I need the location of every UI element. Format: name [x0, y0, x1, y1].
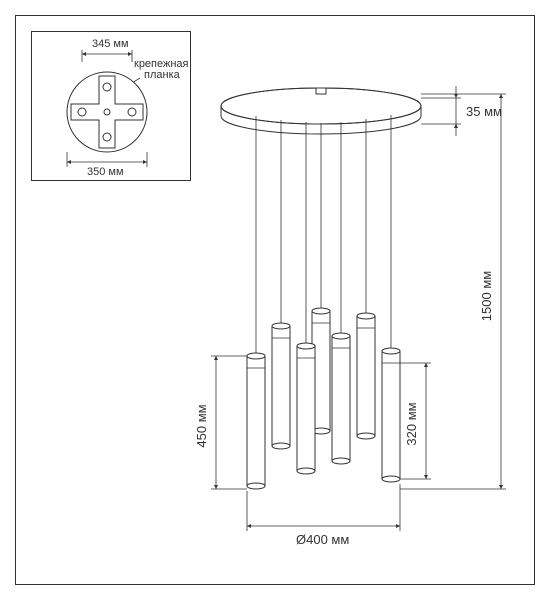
pendant-tube — [332, 333, 350, 464]
pendant-tube — [247, 353, 265, 489]
pendant-tube — [382, 348, 400, 482]
pendant-tube — [297, 343, 315, 474]
pendant-tube — [272, 323, 290, 449]
total-height-dim: 1500 мм — [479, 271, 494, 321]
pendant-short-dim: 320 мм — [404, 402, 419, 445]
outer-frame: 345 мм крепежная планка — [15, 15, 535, 585]
main-drawing: 35 мм — [16, 16, 536, 586]
pendant-long-dim: 450 мм — [194, 404, 209, 447]
diameter-dim: Ø400 мм — [296, 532, 349, 547]
pendant-tube — [357, 313, 375, 439]
canopy-height-dim: 35 мм — [466, 104, 502, 119]
